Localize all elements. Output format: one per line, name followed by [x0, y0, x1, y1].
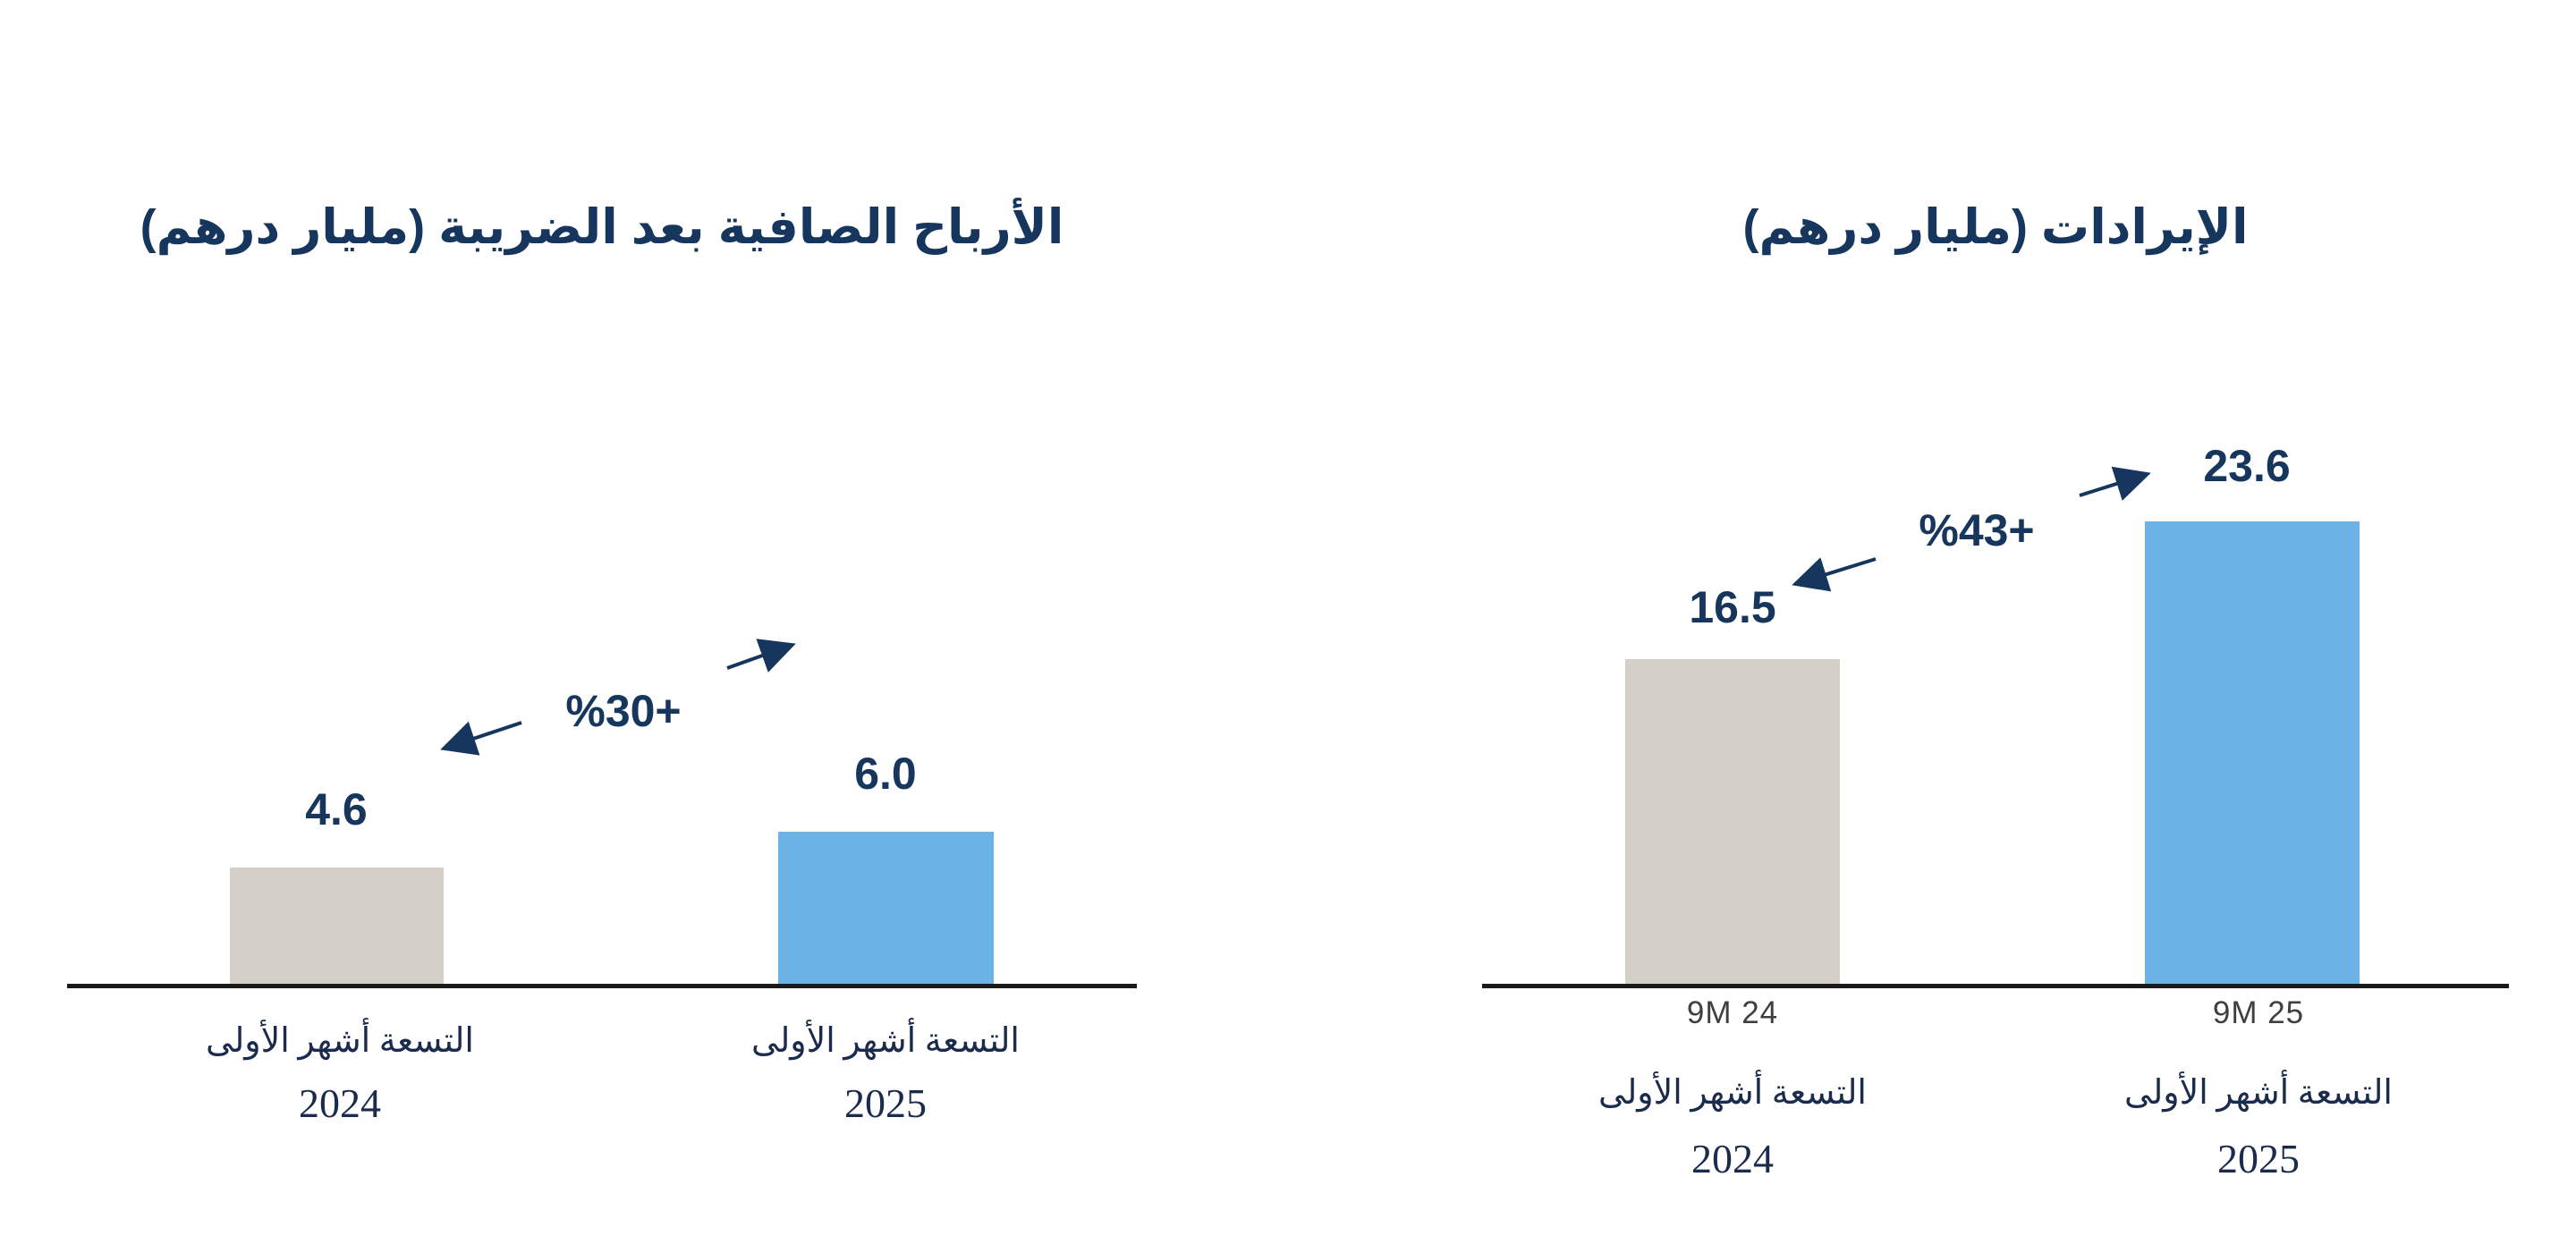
revenue-category-9m24-year: 2024	[1691, 1136, 1774, 1182]
revenue-value-9m25: 23.6	[2203, 441, 2291, 491]
net-profit-category-2025-arabic: التسعة أشهر الأولى	[751, 1022, 1020, 1060]
net-profit-bar-2025	[778, 832, 994, 984]
revenue-chart-title: الإيرادات (مليار درهم)	[1742, 200, 2249, 254]
revenue-growth-label: %43+	[1919, 505, 2035, 555]
revenue-category-9m24-period: 9M 24	[1686, 995, 1779, 1030]
growth-arrow-left-down-icon	[1792, 557, 1877, 592]
revenue-x-axis	[1482, 984, 2509, 988]
revenue-category-9m25-year: 2025	[2217, 1136, 2300, 1182]
net-profit-category-2025: التسعة أشهر الأولى 2025	[733, 1020, 1038, 1127]
growth-arrow-up-right-icon	[726, 639, 796, 673]
revenue-category-9m25-period: 9M 25	[2212, 995, 2305, 1030]
revenue-category-9m24-arabic: التسعة أشهر الأولى	[1598, 1074, 1867, 1112]
revenue-value-9m24: 16.5	[1689, 582, 1776, 632]
net-profit-x-axis	[67, 984, 1137, 988]
revenue-bar-9m24	[1625, 659, 1840, 984]
net-profit-growth-label: %30+	[565, 686, 682, 736]
revenue-category-9m25: 9M 25 التسعة أشهر الأولى 2025	[2106, 995, 2411, 1182]
revenue-bar-9m25	[2145, 521, 2360, 984]
net-profit-category-2024: التسعة أشهر الأولى 2024	[188, 1020, 492, 1127]
revenue-category-9m24: 9M 24 التسعة أشهر الأولى 2024	[1580, 995, 1885, 1182]
growth-arrow-up-right-icon	[2079, 466, 2151, 501]
growth-arrow-left-down-icon	[440, 721, 522, 756]
net-profit-value-2025: 6.0	[854, 749, 917, 799]
revenue-category-9m25-arabic: التسعة أشهر الأولى	[2124, 1074, 2393, 1112]
net-profit-category-2025-year: 2025	[844, 1080, 927, 1127]
net-profit-bar-2024	[230, 868, 444, 984]
net-profit-category-2024-arabic: التسعة أشهر الأولى	[206, 1022, 474, 1060]
net-profit-value-2024: 4.6	[305, 784, 368, 834]
net-profit-chart-title: الأرباح الصافية بعد الضريبة (مليار درهم)	[140, 200, 1064, 254]
net-profit-category-2024-year: 2024	[299, 1080, 381, 1127]
